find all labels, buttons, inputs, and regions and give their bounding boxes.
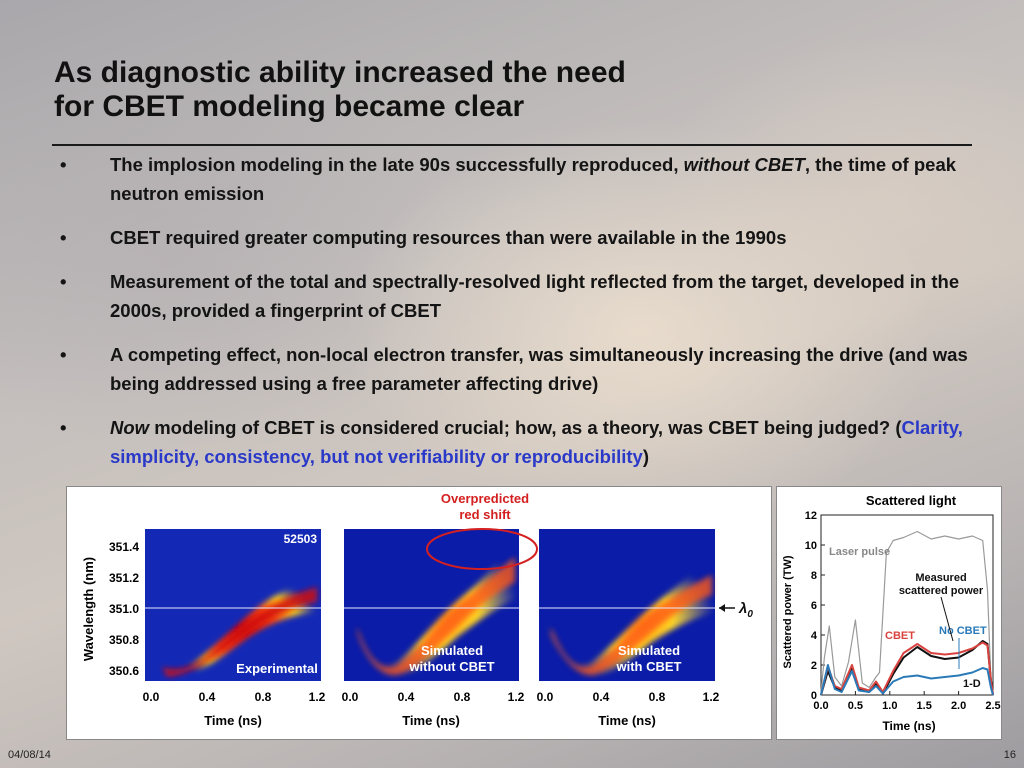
annotation-no-cbet: No CBET xyxy=(939,625,987,637)
bullet-emphasis: without CBET xyxy=(683,154,805,175)
streak-panel-without-cbet: Simulated without CBET xyxy=(344,528,538,681)
bullet-text: The implosion modeling in the late 90s s… xyxy=(110,154,684,175)
bullet-item: • Measurement of the total and spectrall… xyxy=(60,267,990,325)
annotation-measured: Measured xyxy=(915,572,966,584)
scattered-light-svg: Scattered light Scattered power (TW) Tim… xyxy=(782,493,1001,733)
streak-xtick: 0.8 xyxy=(649,690,666,704)
footer-page-number: 16 xyxy=(1003,749,1016,761)
streak-panel-label: without CBET xyxy=(408,659,494,674)
chart-ytick: 12 xyxy=(805,510,817,522)
bullet-text: A competing effect, non-local electron t… xyxy=(110,344,968,394)
title-line-1: As diagnostic ability increased the need xyxy=(54,56,626,89)
streak-xtick: 0.8 xyxy=(454,690,471,704)
bullet-emphasis: Now xyxy=(110,417,150,438)
streak-shot-number: 52503 xyxy=(284,532,318,546)
streak-xtick: 1.2 xyxy=(309,690,326,704)
bullet-item: • A competing effect, non-local electron… xyxy=(60,340,990,398)
bullet-symbol: • xyxy=(60,227,67,248)
bullet-item: • CBET required greater computing resour… xyxy=(60,223,990,252)
footer-date: 04/08/14 xyxy=(8,749,51,761)
streak-panel-experimental: 52503 Experimental xyxy=(145,529,321,681)
chart-ytick: 10 xyxy=(805,540,817,552)
streak-ytick: 351.4 xyxy=(109,540,139,554)
streak-xlabel: Time (ns) xyxy=(204,713,262,728)
streak-ylabel: Wavelength (nm) xyxy=(81,557,96,661)
streak-xtick: 0.4 xyxy=(199,690,216,704)
streak-xtick: 0.0 xyxy=(143,690,160,704)
annotation-scattered-power: scattered power xyxy=(899,585,984,597)
series-line-cbet xyxy=(820,641,994,696)
chart-ytick: 2 xyxy=(811,660,817,672)
scattered-light-chart: Scattered light Scattered power (TW) Tim… xyxy=(776,486,1002,740)
bullet-text: ) xyxy=(642,446,650,467)
bullet-blue-text: Clarity, simplicity, consistency, but no… xyxy=(110,417,963,467)
chart-title: Scattered light xyxy=(866,493,957,508)
series-line-no-cbet xyxy=(820,664,994,696)
streak-xtick: 1.2 xyxy=(508,690,525,704)
chart-xlabel: Time (ns) xyxy=(882,719,935,733)
streak-xtick: 0.0 xyxy=(342,690,359,704)
chart-xtick: 1.0 xyxy=(882,700,897,712)
chart-ytick: 6 xyxy=(811,600,817,612)
annotation-line-1: Overpredicted xyxy=(441,491,529,506)
bullet-item: • The implosion modeling in the late 90s… xyxy=(60,150,990,208)
bullet-list: • The implosion modeling in the late 90s… xyxy=(60,150,990,486)
lambda-arrowhead xyxy=(719,604,725,612)
lambda-label: λ0 xyxy=(738,600,753,620)
streak-figure-svg: Wavelength (nm) 351.4 351.2 351.0 350.8 … xyxy=(81,491,753,728)
streak-panel-label: with CBET xyxy=(616,659,682,674)
chart-xtick: 2.0 xyxy=(951,700,966,712)
bullet-text: modeling of CBET is considered crucial; … xyxy=(149,417,902,438)
red-shift-circle xyxy=(426,528,538,570)
bullet-symbol: • xyxy=(60,344,67,365)
streak-xtick: 0.4 xyxy=(398,690,415,704)
streak-xtick: 0.8 xyxy=(255,690,272,704)
chart-ytick: 8 xyxy=(811,570,817,582)
streak-panel-label: Simulated xyxy=(618,643,680,658)
bullet-text: , the time of peak neutron emission xyxy=(110,154,957,204)
chart-ytick: 4 xyxy=(811,630,818,642)
streak-panel-label: Simulated xyxy=(421,643,483,658)
streak-panel-label: Experimental xyxy=(236,661,318,676)
chart-ylabel: Scattered power (TW) xyxy=(782,555,794,668)
streak-ytick: 351.0 xyxy=(109,602,139,616)
annotation-cbet: CBET xyxy=(885,630,915,642)
chart-ytick: 0 xyxy=(811,690,817,702)
streak-xlabel: Time (ns) xyxy=(598,713,656,728)
chart-xtick: 2.5 xyxy=(985,700,1000,712)
title-divider xyxy=(52,144,972,146)
series-line-laser-pulse xyxy=(820,530,994,696)
bullet-text: CBET required greater computing resource… xyxy=(110,227,787,248)
chart-xtick: 0.0 xyxy=(813,700,828,712)
annotation-line-2: red shift xyxy=(459,507,511,522)
streak-xlabel: Time (ns) xyxy=(402,713,460,728)
bullet-symbol: • xyxy=(60,417,67,438)
bullet-symbol: • xyxy=(60,271,67,292)
slide-title: As diagnostic ability increased the need… xyxy=(54,56,754,124)
streak-panel-with-cbet: Simulated with CBET xyxy=(539,529,715,681)
streak-ytick: 350.6 xyxy=(109,664,139,678)
bullet-item: • Now modeling of CBET is considered cru… xyxy=(60,413,990,471)
annotation-laser-pulse: Laser pulse xyxy=(829,546,890,558)
streak-xtick: 0.4 xyxy=(593,690,610,704)
streak-xtick: 0.0 xyxy=(537,690,554,704)
bullet-text: Measurement of the total and spectrally-… xyxy=(110,271,960,321)
streak-xtick: 1.2 xyxy=(703,690,720,704)
bullet-symbol: • xyxy=(60,154,67,175)
annotation-pointer xyxy=(940,596,954,642)
streak-figure: Wavelength (nm) 351.4 351.2 351.0 350.8 … xyxy=(66,486,772,740)
streak-ytick: 351.2 xyxy=(109,571,139,585)
chart-xtick: 0.5 xyxy=(848,700,863,712)
title-line-2: for CBET modeling became clear xyxy=(54,90,525,123)
streak-ytick: 350.8 xyxy=(109,633,139,647)
annotation-1d: 1-D xyxy=(963,678,981,690)
chart-xtick: 1.5 xyxy=(917,700,932,712)
